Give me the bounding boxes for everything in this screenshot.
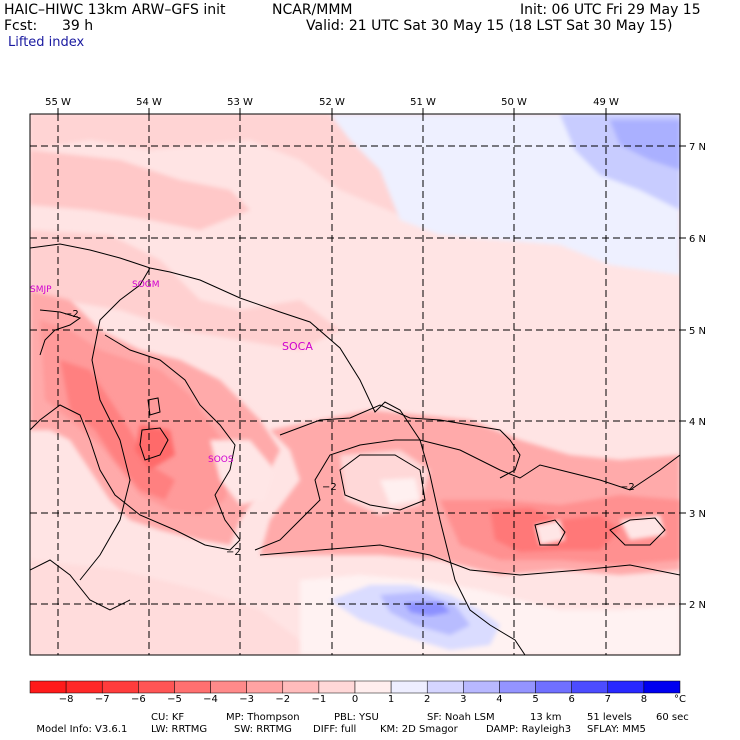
- colorbar-unit: °C: [674, 694, 686, 705]
- lat-label: 6 N: [689, 234, 706, 245]
- field-name: Lifted index: [8, 35, 85, 50]
- footer-item: SW: RRTMG: [234, 724, 292, 735]
- colorbar-swatch: [174, 680, 211, 694]
- footer-item: KM: 2D Smagor: [380, 724, 458, 735]
- footer-item: PBL: YSU: [334, 712, 379, 723]
- lat-labels: 7 N 6 N 5 N 4 N 3 N 2 N: [689, 142, 706, 611]
- lon-labels: 55 W 54 W 53 W 52 W 51 W 50 W 49 W: [45, 97, 619, 108]
- colorbar-tick-label: −5: [167, 694, 182, 705]
- footer-item: 60 sec: [656, 712, 689, 723]
- colorbar-tick-label: −3: [239, 694, 255, 705]
- colorbar-tick-label: −4: [203, 694, 218, 705]
- colorbar-tick-label: 1: [387, 694, 395, 705]
- colorbar-swatch: [390, 680, 428, 694]
- lon-label: 53 W: [227, 97, 253, 108]
- lon-label: 55 W: [45, 97, 71, 108]
- lat-label: 5 N: [689, 326, 706, 337]
- station-soos: SOOS: [208, 455, 234, 465]
- colorbar-swatch: [246, 680, 284, 694]
- contour-label: −2: [322, 482, 337, 493]
- colorbar-swatch: [607, 680, 645, 694]
- lon-label: 52 W: [319, 97, 345, 108]
- lon-label: 54 W: [136, 97, 162, 108]
- contour-labels: −2 −2 −2 −2: [64, 309, 635, 558]
- colorbar-tick-label: −7: [94, 694, 110, 705]
- borders: [30, 243, 526, 655]
- model-title: HAIC–HIWC 13km ARW–GFS init: [4, 2, 226, 18]
- colorbar-swatch: [65, 680, 103, 694]
- colorbar-swatch: [535, 680, 572, 694]
- colorbar-swatch: [463, 680, 500, 694]
- footer-item: 13 km: [530, 712, 562, 723]
- plot-frame: [29, 113, 681, 656]
- init-time: Init: 06 UTC Fri 29 May 15: [520, 2, 701, 18]
- footer-item: Model Info: V3.6.1: [36, 724, 128, 735]
- colorbar-swatch: [571, 680, 609, 694]
- colorbar-tick-label: 7: [604, 694, 611, 705]
- footer-item: CU: KF: [151, 712, 185, 723]
- footer-item: 51 levels: [587, 712, 632, 723]
- colorbar-swatch: [354, 680, 392, 694]
- colorbar-swatch: [282, 680, 320, 694]
- contour-label: −2: [64, 309, 79, 320]
- colorbar-swatch: [426, 680, 464, 694]
- colorbar-tick-label: 2: [424, 694, 431, 705]
- footer-item: DIFF: full: [313, 724, 357, 735]
- colorbar-tick-label: 8: [640, 694, 648, 705]
- valid-time: Valid: 21 UTC Sat 30 May 15 (18 LST Sat …: [306, 18, 673, 34]
- colorbar-tick-label: 3: [460, 694, 467, 705]
- footer-item: SF: Noah LSM: [427, 712, 495, 723]
- lat-label: 3 N: [689, 509, 706, 520]
- colorbar-swatch: [29, 680, 67, 694]
- forecast-label: Fcst:: [4, 18, 38, 34]
- colorbar: [29, 680, 681, 694]
- footer-item: MP: Thompson: [226, 712, 300, 723]
- contour-label: −2: [620, 482, 635, 493]
- grid: [30, 114, 680, 655]
- colorbar-swatch: [318, 680, 356, 694]
- colorbar-swatch: [138, 680, 175, 694]
- station-soca: SOCA: [282, 340, 313, 353]
- footer-item: SFLAY: MM5: [587, 724, 646, 735]
- colorbar-swatch: [210, 680, 247, 694]
- shaded-field: [30, 114, 680, 655]
- colorbar-swatch: [101, 680, 139, 694]
- station-labels: SMJP SOGM SOCA SOOS: [30, 280, 313, 465]
- lat-label: 4 N: [689, 417, 706, 428]
- colorbar-tick-label: −2: [275, 694, 291, 705]
- footer-item: LW: RRTMG: [151, 724, 208, 735]
- lat-label: 2 N: [689, 600, 706, 611]
- station-smjp: SMJP: [30, 285, 52, 295]
- lon-label: 51 W: [410, 97, 436, 108]
- lon-label: 50 W: [501, 97, 527, 108]
- colorbar-swatch: [499, 680, 536, 694]
- colorbar-tick-label: 5: [532, 694, 539, 705]
- colorbar-tick-label: 6: [568, 694, 575, 705]
- colorbar-tick-label: −6: [130, 694, 146, 705]
- footer-item: DAMP: Rayleigh3: [486, 724, 572, 735]
- ticks: [57, 108, 686, 605]
- colorbar-tick-label: −1: [311, 694, 327, 705]
- model-info-line1: Model Info: V3.6.1: [30, 712, 127, 736]
- colorbar-swatch: [643, 680, 681, 694]
- station-sogm: SOGM: [132, 280, 160, 290]
- forecast-hour: 39 h: [62, 18, 94, 34]
- contour-label: −2: [226, 547, 241, 558]
- colorbar-tick-label: −8: [58, 694, 74, 705]
- lon-label: 49 W: [593, 97, 619, 108]
- colorbar-tick-label: 4: [496, 694, 503, 705]
- colorbar-tick-label: 0: [351, 694, 359, 705]
- org-label: NCAR/MMM: [272, 2, 353, 18]
- lat-label: 7 N: [689, 142, 706, 153]
- contours: [30, 309, 680, 576]
